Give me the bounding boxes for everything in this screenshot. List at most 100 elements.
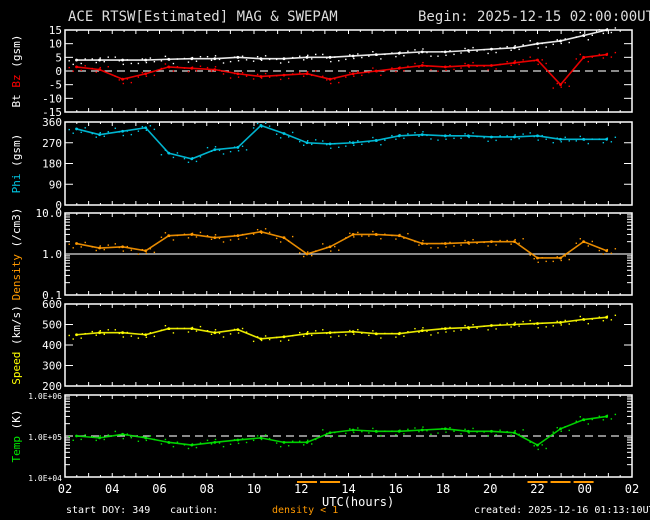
data-point-density: [426, 243, 428, 245]
data-point-temp: [564, 426, 566, 428]
data-point-bz: [564, 81, 566, 84]
data-point-phi: [491, 136, 493, 138]
data-point-speed: [399, 331, 401, 334]
data-point-bt: [305, 55, 309, 59]
data-point-temp: [407, 428, 409, 431]
data-point-phi: [275, 133, 278, 135]
data-point-density: [357, 231, 359, 234]
data-point-temp: [236, 438, 240, 442]
data-point-bz: [579, 53, 581, 56]
data-point-phi: [357, 140, 359, 142]
data-point-phi: [349, 140, 351, 143]
data-point-density: [322, 243, 324, 245]
data-point-temp: [579, 416, 581, 418]
data-point-temp: [552, 431, 554, 433]
y-axis-label-bz: Bt Bz (gsm): [10, 35, 23, 108]
data-point-bt: [160, 60, 163, 62]
data-point-bz: [351, 72, 355, 76]
data-point-bz: [499, 63, 501, 66]
data-point-phi: [536, 134, 539, 138]
data-point-phi: [449, 134, 451, 136]
data-point-bt: [560, 42, 562, 45]
data-point-bz: [338, 81, 340, 84]
data-point-phi: [287, 136, 290, 138]
data-point-speed: [460, 329, 462, 331]
data-point-phi: [422, 131, 424, 133]
data-point-bt: [441, 50, 443, 53]
y-tick-label: 10.0: [36, 207, 63, 220]
data-point-bt: [322, 53, 324, 56]
data-point-phi: [472, 132, 474, 134]
data-point-density: [545, 260, 547, 263]
data-point-temp: [353, 431, 355, 434]
data-point-bz: [287, 77, 290, 80]
data-point-speed: [191, 326, 194, 329]
data-point-phi: [487, 140, 489, 142]
x-tick-label: 10: [247, 482, 261, 496]
data-point-speed: [491, 324, 493, 327]
data-point-bt: [602, 32, 605, 35]
data-point-bz: [141, 71, 144, 74]
data-point-density: [328, 245, 332, 249]
data-point-temp: [575, 420, 577, 422]
data-point-phi: [118, 131, 121, 133]
data-point-temp: [222, 445, 225, 448]
data-point-temp: [351, 428, 355, 432]
data-point-bt: [268, 58, 271, 61]
data-point-phi: [68, 128, 70, 131]
data-point-bt: [222, 62, 225, 64]
data-point-phi: [222, 153, 225, 155]
data-point-temp: [311, 443, 313, 445]
caution-mark: [297, 481, 318, 483]
data-point-bt: [264, 55, 267, 57]
data-point-density: [513, 240, 516, 244]
y-tick-label: 500: [42, 319, 62, 332]
data-point-bt: [279, 62, 282, 64]
data-point-speed: [144, 333, 148, 337]
data-point-temp: [80, 438, 82, 441]
data-point-phi: [149, 125, 152, 127]
data-point-bt: [466, 49, 470, 52]
data-point-phi: [114, 127, 117, 130]
data-point-density: [137, 253, 140, 255]
data-point-phi: [556, 137, 558, 139]
data-point-density: [614, 248, 617, 250]
data-point-phi: [122, 134, 125, 137]
data-point-density: [472, 238, 474, 241]
data-point-temp: [453, 430, 455, 432]
data-point-bt: [384, 53, 386, 56]
data-point-bz: [443, 65, 447, 69]
data-point-speed: [472, 323, 474, 326]
data-point-bt: [575, 36, 577, 38]
data-point-temp: [137, 440, 140, 442]
data-point-speed: [307, 331, 309, 333]
data-point-phi: [441, 134, 443, 137]
data-point-density: [160, 236, 163, 238]
data-point-temp: [598, 415, 601, 417]
data-point-density: [499, 239, 501, 242]
data-point-temp: [206, 439, 209, 442]
data-point-temp: [259, 436, 263, 440]
y-tick-label: 15: [49, 24, 62, 37]
data-point-density: [560, 259, 562, 262]
data-point-density: [164, 232, 167, 234]
data-point-bt: [199, 56, 202, 58]
data-point-phi: [579, 135, 581, 138]
data-point-temp: [275, 442, 278, 444]
data-point-bt: [514, 45, 516, 47]
data-point-temp: [118, 434, 121, 436]
data-point-bt: [445, 54, 447, 56]
data-point-phi: [311, 143, 313, 146]
caution-mark: [527, 481, 548, 483]
data-point-speed: [368, 334, 370, 337]
data-point-density: [80, 246, 82, 248]
data-point-temp: [466, 429, 470, 433]
data-point-density: [564, 255, 566, 257]
data-point-speed: [118, 332, 121, 335]
data-point-bz: [368, 71, 370, 74]
data-point-density: [418, 244, 420, 246]
data-point-bt: [483, 49, 485, 51]
data-point-bz: [305, 72, 309, 76]
x-tick-label: 02: [625, 482, 639, 496]
data-point-phi: [376, 140, 378, 142]
